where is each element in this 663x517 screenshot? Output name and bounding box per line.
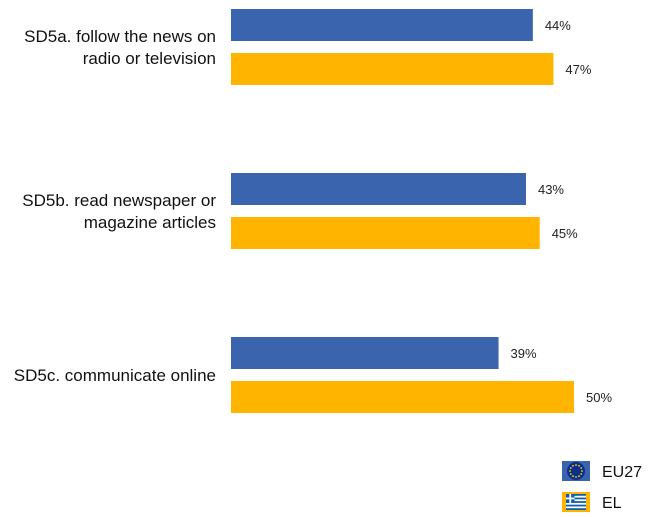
bar-group: SD5b. read newspaper or magazine articles… bbox=[22, 173, 578, 249]
category-label-line: radio or television bbox=[83, 49, 216, 68]
legend-item-eu27: EU27 bbox=[562, 461, 642, 481]
data-label-eu27: 44% bbox=[545, 18, 571, 33]
legend: EU27 EL bbox=[562, 461, 642, 512]
bar-group: SD5a. follow the news on radio or televis… bbox=[24, 9, 592, 85]
category-label-line: magazine articles bbox=[84, 213, 216, 232]
bar-eu27 bbox=[231, 173, 526, 205]
category-label-line: SD5b. read newspaper or bbox=[22, 191, 216, 210]
bar-el bbox=[231, 381, 574, 413]
legend-label: EL bbox=[602, 495, 622, 512]
data-label-el: 47% bbox=[565, 62, 591, 77]
bar-group: SD5c. communicate online 39% 50% bbox=[14, 337, 612, 413]
legend-label: EU27 bbox=[602, 464, 642, 481]
bar-eu27 bbox=[231, 337, 499, 369]
eu-flag-icon bbox=[562, 461, 590, 481]
data-label-el: 45% bbox=[552, 226, 578, 241]
greece-flag-icon bbox=[562, 492, 590, 512]
category-label: SD5c. communicate online bbox=[14, 366, 216, 385]
data-label-eu27: 43% bbox=[538, 182, 564, 197]
legend-item-el: EL bbox=[562, 492, 622, 512]
bar-el bbox=[231, 53, 554, 85]
data-label-eu27: 39% bbox=[511, 346, 537, 361]
category-label: SD5b. read newspaper or magazine articles bbox=[22, 191, 216, 232]
data-label-el: 50% bbox=[586, 390, 612, 405]
category-label-line: SD5a. follow the news on bbox=[24, 27, 216, 46]
category-label-line: SD5c. communicate online bbox=[14, 366, 216, 385]
bar-eu27 bbox=[231, 9, 533, 41]
bar-el bbox=[231, 217, 540, 249]
category-label: SD5a. follow the news on radio or televis… bbox=[24, 27, 216, 68]
